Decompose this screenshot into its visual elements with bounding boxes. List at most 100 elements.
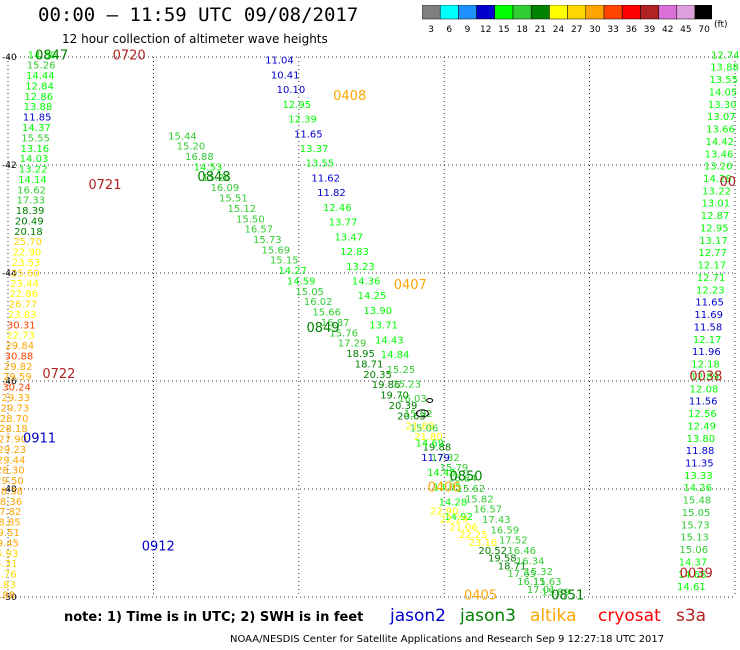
pass-time-label: 0038 <box>689 370 722 385</box>
swh-value: 14.69 <box>415 438 444 449</box>
swh-value: 14.59 <box>287 276 316 287</box>
swh-value: 10.41 <box>271 70 300 81</box>
swh-value: 11.62 <box>311 173 340 184</box>
color-scale-label: 3 <box>428 25 434 35</box>
swh-value: 11.85 <box>23 113 52 124</box>
swh-value: 21.06 <box>449 522 478 533</box>
swh-value: 12.71 <box>697 273 726 284</box>
swh-value: 30.24 <box>2 383 31 394</box>
swh-value: 14.25 <box>358 291 387 302</box>
swh-value: 12.46 <box>323 203 352 214</box>
pass-time-label: 0721 <box>88 178 121 193</box>
swh-value: 14.28 <box>439 497 468 508</box>
swh-value: 18.71 <box>355 359 384 370</box>
color-scale-unit: (ft) <box>714 20 728 30</box>
swh-value: 16.34 <box>516 556 545 567</box>
swh-value: 15.89 <box>541 588 570 599</box>
color-scale-label: 15 <box>498 25 509 35</box>
page-subtitle: 12 hour collection of altimeter wave hei… <box>62 32 328 46</box>
swh-value: 16.57 <box>473 505 502 516</box>
swh-value: 11.58 <box>694 322 723 333</box>
swh-value: 22.73 <box>6 331 35 342</box>
swh-value: 19.58 <box>488 554 517 565</box>
lat-tick-label: -40 <box>2 53 17 63</box>
swh-value: 12.08 <box>690 384 719 395</box>
swh-value: 19.86 <box>372 380 401 391</box>
swh-value: 30.31 <box>7 320 36 331</box>
footer-credit: NOAA/NESDIS Center for Satellite Applica… <box>230 634 665 645</box>
page-title: 00:00 — 11:59 UTC 09/08/2017 <box>38 4 359 26</box>
swh-value: 27.88 <box>0 590 15 601</box>
satellite-legend-jason2: jason2 <box>390 606 446 626</box>
swh-value: 13.90 <box>363 306 392 317</box>
swh-value: 16.62 <box>17 185 46 196</box>
swh-value: 29.84 <box>5 341 34 352</box>
swh-value: 14.14 <box>18 175 47 186</box>
swh-value: 15.73 <box>681 520 710 531</box>
swh-value: 17.52 <box>499 536 528 547</box>
swh-value: 15.26 <box>202 173 231 184</box>
swh-value: 16.59 <box>490 525 519 536</box>
swh-value: 13.23 <box>346 262 375 273</box>
swh-value: 15.76 <box>329 328 358 339</box>
swh-value: 13.07 <box>707 112 736 123</box>
swh-value: 28.18 <box>0 424 28 435</box>
pass-time-label: 0851 <box>551 588 584 603</box>
swh-value: 15.06 <box>679 545 708 556</box>
swh-value: 13.47 <box>335 232 364 243</box>
swh-value: 13.46 <box>705 149 734 160</box>
swh-value: 23.16 <box>469 538 498 549</box>
swh-value: 14.03 <box>20 154 49 165</box>
swh-value: 20.18 <box>14 227 43 238</box>
swh-value: 11.56 <box>689 397 718 408</box>
swh-value: 13.22 <box>19 165 48 176</box>
swh-value: 20.63 <box>397 411 426 422</box>
swh-value: 15.79 <box>440 463 469 474</box>
swh-value: 13.22 <box>702 186 731 197</box>
swh-value: 29.33 <box>1 393 30 404</box>
swh-value: 17.29 <box>338 339 367 350</box>
swh-value: 12.18 <box>691 360 720 371</box>
swh-value: 13.37 <box>300 144 329 155</box>
swh-value: 26.77 <box>9 300 38 311</box>
pass-time-label: 0408 <box>333 89 366 104</box>
swh-value: 11.79 <box>421 453 450 464</box>
swh-value: 15.12 <box>228 204 257 215</box>
swh-value: 20.52 <box>478 546 507 557</box>
swh-value: 15.51 <box>219 194 248 205</box>
swh-value: 11.65 <box>294 129 323 140</box>
pass-time-label: 0848 <box>197 170 230 185</box>
swh-tracks: 14.3015.2614.4412.8412.8613.8811.8514.37… <box>0 50 740 601</box>
pass-time-label: 0039 <box>680 567 713 582</box>
wave-height-map: -40-42-44-46-48-5030333639424514.3015.26… <box>0 48 740 603</box>
swh-value: 16.11 <box>517 577 546 588</box>
swh-value: 20.35 <box>363 370 392 381</box>
swh-value: 10.10 <box>277 85 306 96</box>
swh-value: 17.43 <box>482 515 511 526</box>
swh-value: 13.77 <box>329 218 358 229</box>
lat-tick-label: -46 <box>2 377 17 387</box>
swh-value: 15.82 <box>465 494 494 505</box>
swh-value: 15.50 <box>236 214 265 225</box>
swh-value: 15.05 <box>682 508 711 519</box>
lat-tick-label: -42 <box>2 161 17 171</box>
color-swatch <box>694 5 712 20</box>
color-scale-label: 33 <box>607 25 618 35</box>
swh-value: 14.26 <box>683 483 712 494</box>
color-scale-label: 45 <box>680 25 691 35</box>
swh-value: 23.83 <box>8 310 37 321</box>
swh-value: 29.45 <box>0 538 19 549</box>
satellite-legend-cryosat: cryosat <box>598 606 661 626</box>
swh-value: 11.35 <box>685 459 714 470</box>
pass-time-label: 0722 <box>42 367 75 382</box>
swh-value: 15.32 <box>524 567 553 578</box>
swh-value: 15.66 <box>312 308 341 319</box>
swh-value: 14.28 <box>703 174 732 185</box>
swh-value: 15.63 <box>533 577 562 588</box>
swh-value: 27.82 <box>0 507 21 518</box>
swh-value: 18.95 <box>346 349 375 360</box>
swh-value: 15.20 <box>177 142 206 153</box>
swh-value: 15.73 <box>253 235 282 246</box>
swh-value: 11.96 <box>692 347 721 358</box>
swh-value: 13.88 <box>24 102 53 113</box>
